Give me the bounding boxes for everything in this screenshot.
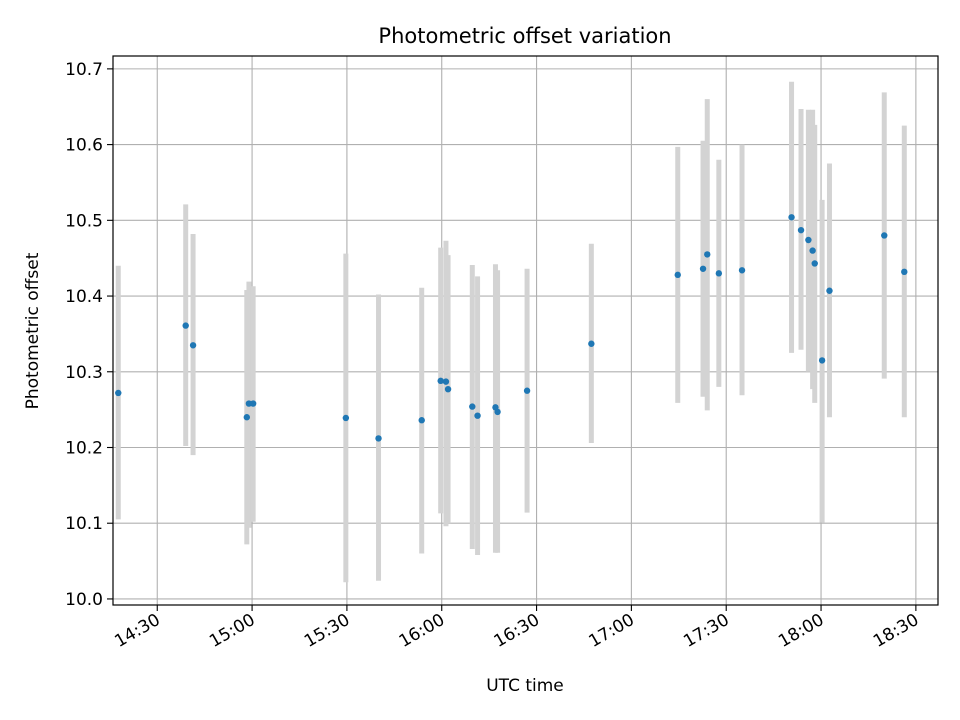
chart-title: Photometric offset variation: [378, 24, 671, 48]
data-point: [342, 414, 350, 422]
y-tick-label: 10.4: [65, 287, 103, 307]
y-axis-ticks: 10.0 10.1 10.2 10.3 10.4 10.5 10.6 10.7: [65, 60, 113, 610]
data-point: [826, 287, 833, 294]
data-point: [788, 214, 795, 221]
data-point: [818, 357, 826, 364]
data-point: [811, 260, 818, 267]
data-point: [704, 251, 711, 258]
x-axis-label: UTC time: [486, 676, 564, 696]
data-point: [474, 412, 481, 419]
data-point: [805, 236, 812, 244]
data-point: [809, 247, 816, 254]
data-point: [375, 435, 382, 442]
data-point: [523, 387, 531, 394]
data-point: [444, 385, 452, 393]
data-point: [182, 322, 189, 329]
y-tick-label: 10.2: [65, 438, 103, 458]
data-point: [901, 268, 908, 276]
data-point: [588, 340, 595, 347]
data-point: [797, 226, 805, 234]
y-tick-label: 10.1: [65, 514, 103, 534]
data-point: [699, 265, 707, 272]
data-point: [249, 400, 257, 407]
data-point: [674, 271, 681, 279]
y-tick-label: 10.5: [65, 211, 103, 231]
data-point: [494, 408, 501, 416]
y-tick-label: 10.3: [65, 363, 103, 383]
y-axis-label: Photometric offset: [23, 252, 43, 409]
data-point: [469, 403, 476, 410]
y-tick-label: 10.0: [65, 590, 103, 610]
data-point: [189, 342, 197, 349]
y-tick-label: 10.7: [65, 60, 103, 80]
data-point: [243, 414, 251, 421]
y-tick-label: 10.6: [65, 136, 103, 156]
data-point: [418, 417, 425, 424]
data-point: [738, 267, 746, 274]
data-point: [715, 270, 723, 277]
data-point: [442, 378, 450, 385]
data-points: [115, 214, 908, 442]
data-point: [437, 377, 444, 385]
data-point: [115, 389, 122, 397]
plot-frame: [112, 55, 939, 606]
data-point: [881, 232, 888, 239]
